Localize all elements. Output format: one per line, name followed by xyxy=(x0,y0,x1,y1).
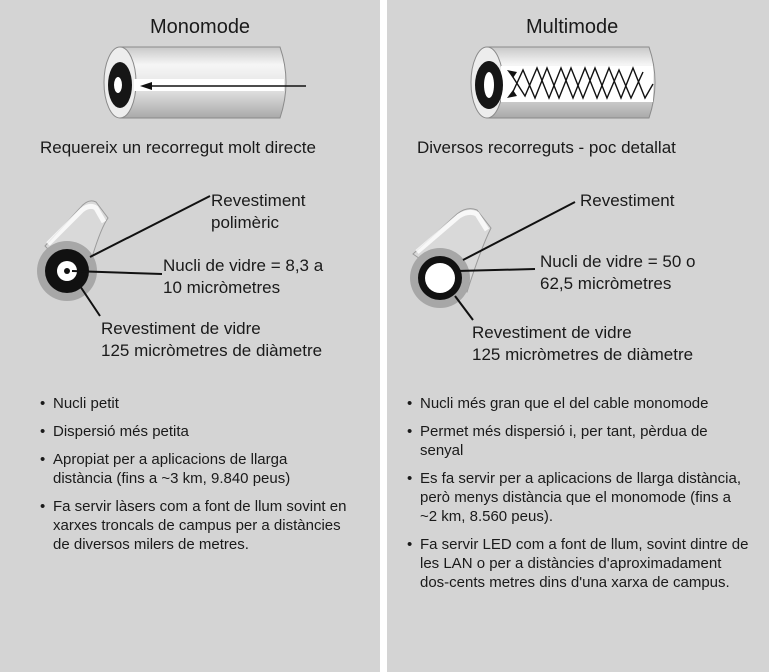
monomode-title: Monomode xyxy=(150,16,251,38)
monomode-cladding-line-2: 125 micròmetres de diàmetre xyxy=(101,341,323,360)
multimode-bullet-list: Nucli més gran que el del cable monomode… xyxy=(407,394,749,601)
multimode-title: Multimode xyxy=(526,16,619,38)
list-item: Es fa servir per a aplicacions de llarga… xyxy=(407,469,749,526)
multimode-cross-section xyxy=(410,201,576,321)
list-item: Nucli petit xyxy=(40,394,350,413)
monomode-core-line-2: 10 micròmetres xyxy=(163,278,281,297)
multimode-fiber-illustration xyxy=(470,46,656,119)
list-item: Nucli més gran que el del cable monomode xyxy=(407,394,749,413)
multimode-core-line-1: Nucli de vidre = 50 o xyxy=(540,252,696,271)
list-item: Fa servir LED com a font de llum, sovint… xyxy=(407,535,749,592)
list-item: Apropiat per a aplicacions de llarga dis… xyxy=(40,450,350,488)
monomode-coating-label: Revestiment polimèric xyxy=(211,190,305,234)
multimode-coating-line-1: Revestiment xyxy=(580,191,675,210)
monomode-cladding-label: Revestiment de vidre 125 micròmetres de … xyxy=(101,318,322,362)
multimode-coating-label: Revestiment xyxy=(580,190,674,212)
multimode-cladding-line-2: 125 micròmetres de diàmetre xyxy=(472,345,694,364)
monomode-core-line-1: Nucli de vidre = 8,3 a xyxy=(163,256,324,275)
multimode-cladding-line-1: Revestiment de vidre xyxy=(472,323,632,342)
monomode-panel: Monomode Requereix un recorregut molt di… xyxy=(0,0,380,672)
list-item: Dispersió més petita xyxy=(40,422,350,441)
monomode-cladding-line-1: Revestiment de vidre xyxy=(101,319,261,338)
monomode-caption: Requereix un recorregut molt directe xyxy=(40,138,316,157)
monomode-coating-line-1: Revestiment xyxy=(211,191,306,210)
list-item: Fa servir làsers com a font de llum sovi… xyxy=(40,497,350,554)
monomode-fiber-illustration xyxy=(103,46,306,119)
monomode-coating-line-2: polimèric xyxy=(211,213,280,232)
multimode-cladding-label: Revestiment de vidre 125 micròmetres de … xyxy=(472,322,693,366)
monomode-bullet-list: Nucli petit Dispersió més petita Apropia… xyxy=(40,394,350,563)
monomode-cross-section xyxy=(37,195,211,317)
multimode-caption: Diversos recorreguts - poc detallat xyxy=(417,138,676,157)
multimode-panel: Multimode Diversos recorreguts - poc det… xyxy=(387,0,769,672)
multimode-core-line-2: 62,5 micròmetres xyxy=(540,274,672,293)
multimode-core-label: Nucli de vidre = 50 o 62,5 micròmetres xyxy=(540,251,695,295)
list-item: Permet més dispersió i, per tant, pèrdua… xyxy=(407,422,749,460)
monomode-core-label: Nucli de vidre = 8,3 a 10 micròmetres xyxy=(163,255,323,299)
